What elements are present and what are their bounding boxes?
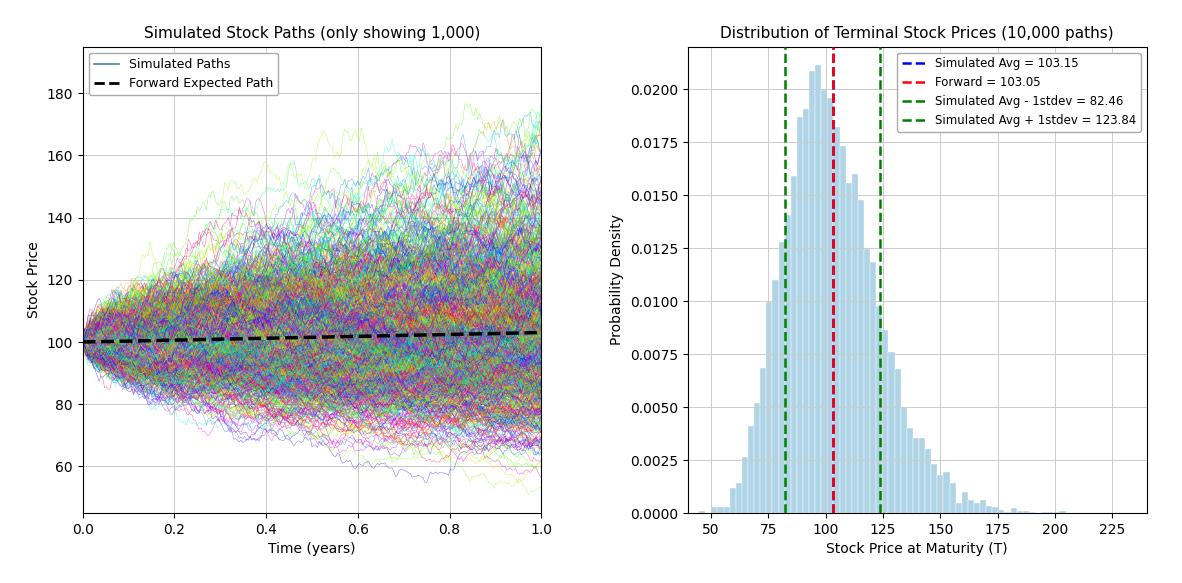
Bar — [1005, 512, 1011, 513]
Bar — [1028, 512, 1035, 513]
Bar — [1059, 511, 1065, 513]
Bar — [937, 475, 943, 513]
Bar — [723, 507, 729, 513]
Bar — [889, 352, 895, 513]
Bar — [1022, 511, 1028, 513]
Bar — [760, 368, 766, 513]
Bar — [712, 507, 717, 513]
Bar — [821, 90, 827, 513]
Bar — [962, 491, 968, 513]
Bar — [943, 472, 949, 513]
Bar — [748, 426, 754, 513]
Bar — [907, 428, 913, 513]
Bar — [1017, 511, 1022, 513]
Bar — [791, 175, 797, 513]
Bar — [931, 465, 937, 513]
Bar — [785, 215, 791, 513]
Bar — [926, 449, 931, 513]
Title: Distribution of Terminal Stock Prices (10,000 paths): Distribution of Terminal Stock Prices (1… — [721, 26, 1115, 41]
Title: Simulated Stock Paths (only showing 1,000): Simulated Stock Paths (only showing 1,00… — [144, 26, 480, 41]
Y-axis label: Probability Density: Probability Density — [610, 215, 624, 345]
Bar — [992, 507, 999, 513]
Bar — [986, 506, 992, 513]
Bar — [1053, 512, 1059, 513]
Bar — [742, 457, 748, 513]
Bar — [729, 487, 735, 513]
Bar — [816, 65, 821, 513]
Bar — [833, 127, 839, 513]
Bar — [1011, 508, 1017, 513]
Bar — [797, 117, 803, 513]
Bar — [1047, 512, 1053, 513]
Bar — [779, 241, 785, 513]
X-axis label: Time (years): Time (years) — [268, 542, 356, 556]
Bar — [901, 407, 907, 513]
Bar — [766, 302, 772, 513]
Bar — [974, 503, 980, 513]
Bar — [839, 146, 845, 513]
Bar — [913, 438, 918, 513]
Bar — [845, 182, 852, 513]
Legend: Simulated Paths, Forward Expected Path: Simulated Paths, Forward Expected Path — [89, 53, 278, 95]
Bar — [827, 97, 833, 513]
Bar — [918, 438, 926, 513]
Bar — [852, 174, 858, 513]
Bar — [999, 510, 1005, 513]
Bar — [876, 306, 882, 513]
Bar — [754, 403, 760, 513]
Bar — [858, 200, 864, 513]
Bar — [717, 507, 723, 513]
Bar — [882, 330, 889, 513]
X-axis label: Stock Price at Maturity (T): Stock Price at Maturity (T) — [826, 542, 1008, 556]
Bar — [808, 71, 816, 513]
Bar — [980, 500, 986, 513]
Bar — [699, 511, 706, 513]
Y-axis label: Stock Price: Stock Price — [27, 241, 41, 318]
Bar — [803, 108, 808, 513]
Bar — [864, 249, 870, 513]
Bar — [735, 483, 742, 513]
Bar — [870, 262, 876, 513]
Bar — [968, 500, 974, 513]
Bar — [949, 483, 955, 513]
Bar — [772, 280, 779, 513]
Bar — [955, 503, 962, 513]
Bar — [1041, 512, 1047, 513]
Bar — [895, 369, 901, 513]
Legend: Simulated Avg = 103.15, Forward = 103.05, Simulated Avg - 1stdev = 82.46, Simula: Simulated Avg = 103.15, Forward = 103.05… — [897, 52, 1141, 132]
